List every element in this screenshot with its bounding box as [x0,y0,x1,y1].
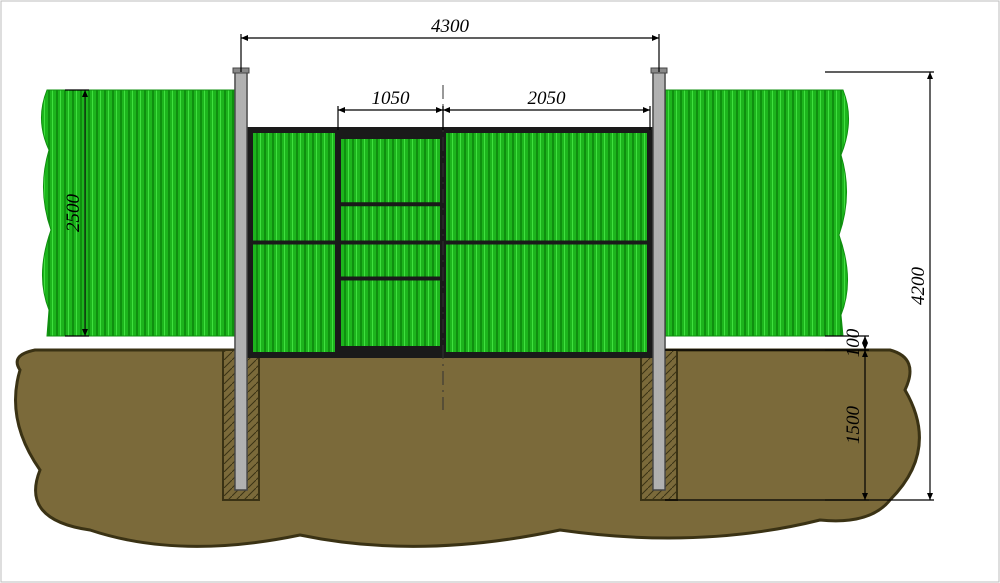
svg-text:1050: 1050 [372,88,411,109]
ground-section [16,350,920,546]
svg-text:1500: 1500 [843,406,864,445]
svg-text:4300: 4300 [431,16,470,37]
svg-text:100: 100 [843,328,864,357]
fence-panel [665,90,849,336]
gate-elevation-drawing: 4300 1050 2050 2500 100 1500 4200 [0,0,1000,583]
svg-text:2050: 2050 [528,88,567,109]
svg-text:4200: 4200 [908,267,929,306]
gate-post [235,72,247,490]
svg-text:2500: 2500 [63,194,84,233]
gate-post [653,72,665,490]
